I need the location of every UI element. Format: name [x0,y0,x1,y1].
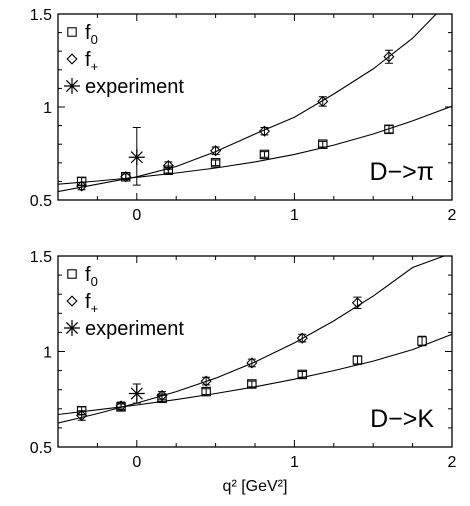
data-point-fplus [258,125,271,137]
y-tick-label: 1 [43,100,52,117]
legend-label-fplus: f+ [85,49,98,74]
error-bar-fplus [318,96,327,107]
error-bar-fplus [247,358,256,368]
data-point-fplus [210,145,222,157]
data-point-fplus [383,51,395,63]
error-bar-fplus [260,126,269,136]
y-tick-label: 1.5 [30,249,52,266]
legend-label-experiment: experiment [85,76,184,98]
x-tick-label: 0 [132,454,141,471]
x-tick-label: 0 [132,207,141,224]
x-axis-label: q² [GeV²] [223,478,288,495]
error-bar-f0 [298,371,307,378]
error-bar-fplus [164,161,173,170]
data-point-f0 [247,379,257,389]
y-tick-label: 0.5 [30,440,52,457]
data-point-fplus [246,357,258,369]
x-tick-label: 2 [448,207,457,224]
data-point-experiment [128,385,145,402]
fit-curve-f0_fit [58,105,452,185]
error-bar-f0 [260,151,269,158]
error-bar-f0 [247,380,256,388]
data-point-fplus [296,332,308,344]
data-point-fplus [120,171,132,183]
data-point-fplus [156,389,168,402]
legend-marker-f0 [67,269,77,279]
legend: f0f+experiment [64,22,184,98]
error-bar-fplus [158,391,167,400]
error-bar-fplus [211,146,220,155]
legend-marker-experiment [64,320,80,336]
legend-label-f0: f0 [85,22,98,47]
chart-panel-1: 0 1 2 0.5 1 1.5 f0f+experiment D−>π [30,7,457,224]
data-point-f0 [318,139,328,149]
error-bar-fplus [117,401,126,411]
data-point-fplus [317,95,329,107]
error-bar-f0 [211,159,220,167]
data-point-fplus [162,160,174,172]
x-tick-label: 1 [290,207,299,224]
error-bar-fplus [77,181,86,191]
error-bar-f0 [202,388,211,395]
data-point-f0 [201,386,211,397]
data-point-fplus [200,375,212,387]
data-point-f0 [297,369,308,380]
data-point-experiment [128,149,145,166]
error-bar-fplus [298,333,307,343]
legend-marker-f0 [67,27,77,37]
error-bar-f0 [418,335,427,347]
legend-label-experiment: experiment [85,318,184,340]
y-tick-label: 1.5 [30,7,52,24]
data-point-f0 [417,336,427,346]
y-tick-label: 0.5 [30,193,52,210]
legend-label-f0: f0 [85,264,98,289]
x-tick-label: 2 [448,454,457,471]
data-point-fplus [115,400,127,412]
legend-marker-fplus [66,53,78,65]
x-tick-label: 1 [290,454,299,471]
error-bar-f0 [318,140,327,148]
panel-label: D−>π [369,158,434,186]
chart-panel-2: 0 1 2 0.5 1 1.5 f0f+experiment D−>K q² [GeV²] [30,249,457,495]
error-bar-f0 [353,355,362,365]
data-point-fplus [76,180,88,192]
legend-marker-fplus [66,295,78,307]
data-point-f0 [352,355,363,365]
data-point-fplus [351,297,364,309]
data-point-f0 [384,124,394,135]
data-point-fplus [76,409,88,422]
y-tick-label: 1 [43,345,52,362]
data-point-f0 [259,149,270,160]
legend: f0f+experiment [64,264,184,340]
panel-label: D−>K [370,405,434,433]
legend-label-fplus: f+ [85,291,98,316]
data-point-f0 [210,158,221,168]
legend-marker-experiment [64,78,80,94]
error-bar-fplus [353,296,362,310]
error-bar-fplus [202,376,211,386]
